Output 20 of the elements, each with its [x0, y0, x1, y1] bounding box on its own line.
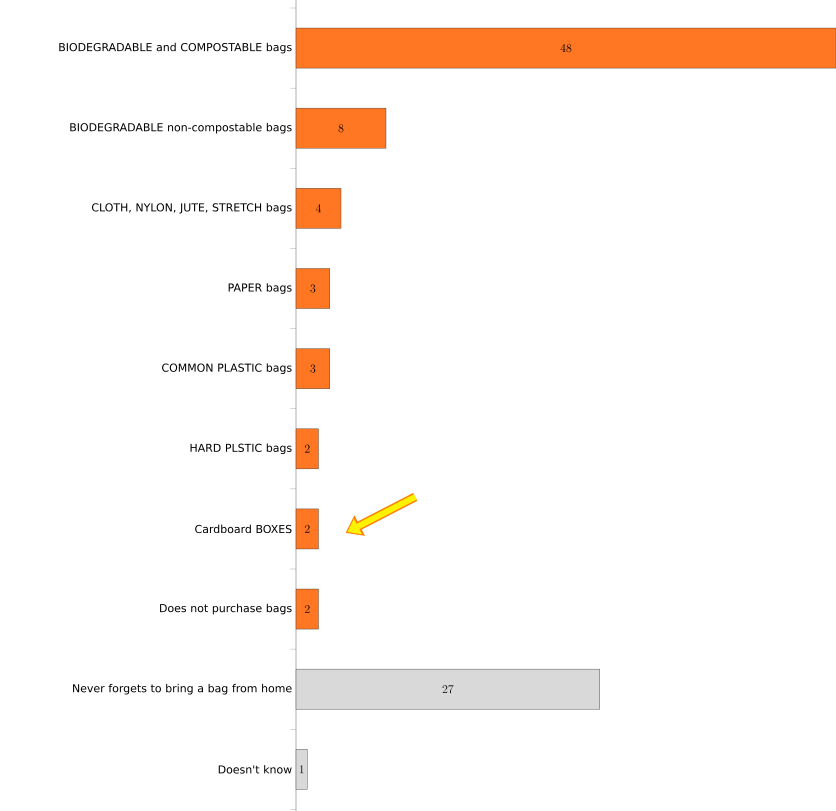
y-tick-label: COMMON PLASTIC bags	[162, 363, 292, 374]
data-label: 48	[560, 44, 572, 52]
y-tick-label: BIODEGRADABLE and COMPOSTABLE bags	[59, 42, 292, 54]
data-label: 2	[304, 444, 310, 453]
y-tick-label: PAPER bags	[228, 283, 292, 294]
data-label: 1	[300, 765, 304, 774]
data-label: 3	[310, 284, 316, 293]
data-label: 8	[338, 124, 344, 132]
data-label: 2	[304, 524, 310, 533]
data-label: 27	[442, 684, 454, 694]
data-label: 2	[304, 604, 310, 613]
y-tick-label: Doesn't know	[218, 765, 292, 774]
y-tick-label: Never forgets to bring a bag from home	[73, 684, 292, 695]
y-tick-label: Does not purchase bags	[160, 604, 292, 614]
y-tick-label: CLOTH, NYLON, JUTE, STRETCH bags	[92, 203, 292, 214]
data-label: 3	[310, 364, 316, 373]
data-label: 4	[316, 204, 322, 212]
y-tick-label: HARD PLSTIC bags	[190, 443, 292, 454]
y-tick-label: Cardboard BOXES	[195, 524, 292, 534]
y-tick-label: BIODEGRADABLE non-compostable bags	[70, 122, 292, 134]
